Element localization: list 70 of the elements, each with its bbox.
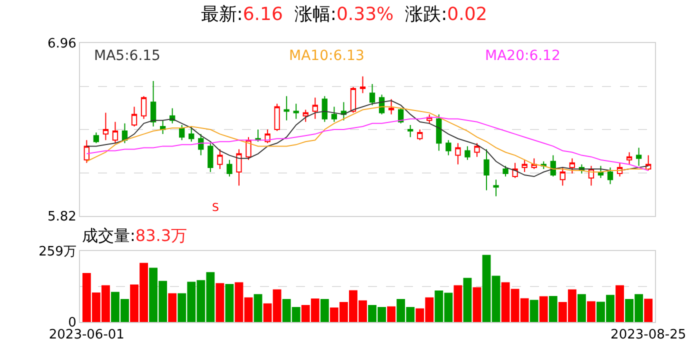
bar (472, 287, 482, 322)
y-tick-label: 5.82 (47, 210, 76, 225)
candlestick (246, 136, 252, 160)
candlestick (493, 179, 499, 197)
y-tick-label: 259万 (38, 244, 76, 260)
candlestick (131, 106, 138, 127)
bar (463, 278, 472, 322)
candlestick (350, 86, 356, 114)
candlestick (293, 103, 299, 120)
candlestick (322, 96, 328, 122)
candlestick (522, 159, 528, 172)
bar (320, 299, 329, 322)
text: MA10:6.13 (289, 48, 364, 64)
y-tick-label: 6.96 (47, 36, 76, 52)
candlestick (417, 129, 423, 141)
bar (530, 300, 538, 322)
chart-title: 最新:6.16 涨幅:0.33% 涨跌:0.02 (200, 4, 488, 25)
candlestick (122, 122, 128, 144)
candlestick (93, 132, 100, 144)
candlestick (188, 126, 194, 142)
candlestick (455, 142, 461, 165)
candlestick (569, 158, 576, 174)
candlestick (112, 121, 118, 144)
candlestick (302, 109, 308, 122)
bar (644, 298, 653, 322)
candlestick (636, 147, 642, 166)
candlestick (502, 165, 508, 178)
candlestick (607, 166, 614, 185)
bar (587, 301, 596, 322)
bar (225, 284, 234, 322)
candlestick (217, 148, 223, 170)
x-tick-label: 2023-06-01 (48, 328, 124, 343)
x-tick-label: 2023-08-25 (610, 328, 686, 343)
candlestick (474, 142, 480, 158)
candlestick (198, 134, 204, 156)
candlestick (236, 148, 242, 186)
candlestick (360, 76, 366, 94)
bar (577, 294, 586, 322)
candlestick (140, 96, 147, 120)
candlestick (84, 140, 90, 164)
candlestick (436, 114, 442, 152)
candlestick (484, 148, 490, 191)
line-series (86, 116, 649, 171)
bar (616, 285, 624, 322)
bar (387, 306, 396, 322)
candlestick (626, 152, 632, 165)
candlestick (369, 83, 376, 106)
candlestick (446, 140, 452, 156)
text: MA5:6.15 (94, 48, 160, 64)
candlestick (102, 112, 109, 141)
candlestick (226, 159, 232, 178)
bar (216, 283, 224, 322)
candlestick (150, 80, 156, 127)
bar (539, 296, 548, 322)
candlestick (208, 142, 214, 172)
candlestick (388, 98, 394, 115)
bar (454, 285, 462, 322)
annotation: S (212, 201, 219, 214)
bar (254, 294, 262, 322)
candlestick (560, 166, 566, 186)
bar (548, 296, 558, 322)
candlestick (274, 103, 280, 132)
candlestick (408, 124, 414, 138)
candlestick (312, 97, 318, 120)
bar (168, 293, 177, 322)
text: MA20:6.12 (485, 48, 560, 64)
chart-title: 成交量:83.3万 (82, 226, 188, 245)
candlestick (284, 96, 290, 121)
candlestick (331, 106, 338, 122)
candlestick (464, 146, 470, 160)
